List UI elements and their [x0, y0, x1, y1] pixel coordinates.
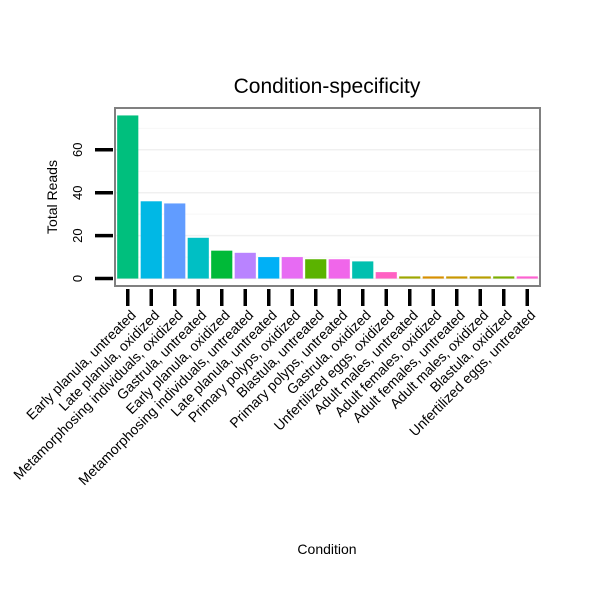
bar: [399, 276, 421, 279]
y-tick-label: 20: [70, 228, 85, 242]
plot-panel-border: [114, 107, 541, 287]
bar: [469, 276, 491, 279]
y-tick-label: 0: [70, 275, 85, 282]
bar: [493, 276, 515, 279]
bar: [281, 257, 303, 279]
bar: [375, 272, 397, 279]
chart-title: Condition-specificity: [234, 75, 421, 98]
bars: [117, 115, 538, 279]
bar: [422, 276, 444, 279]
bar: [352, 261, 374, 279]
bar: [187, 237, 209, 279]
y-axis-label: Total Reads: [44, 160, 60, 234]
y-axis: 0 20 40 60: [70, 143, 113, 282]
x-axis-label: Condition: [297, 541, 356, 557]
bar: [516, 276, 538, 279]
bar: [258, 257, 280, 279]
bar: [140, 201, 162, 279]
y-tick-label: 40: [70, 185, 85, 199]
bar: [164, 203, 186, 279]
bar: [211, 250, 233, 279]
bar: [446, 276, 468, 279]
bar: [328, 259, 350, 279]
bar: [234, 252, 256, 279]
bar: [305, 259, 327, 279]
bar: [117, 115, 139, 279]
y-tick-label: 60: [70, 143, 85, 157]
grid-lines: [116, 127, 539, 280]
